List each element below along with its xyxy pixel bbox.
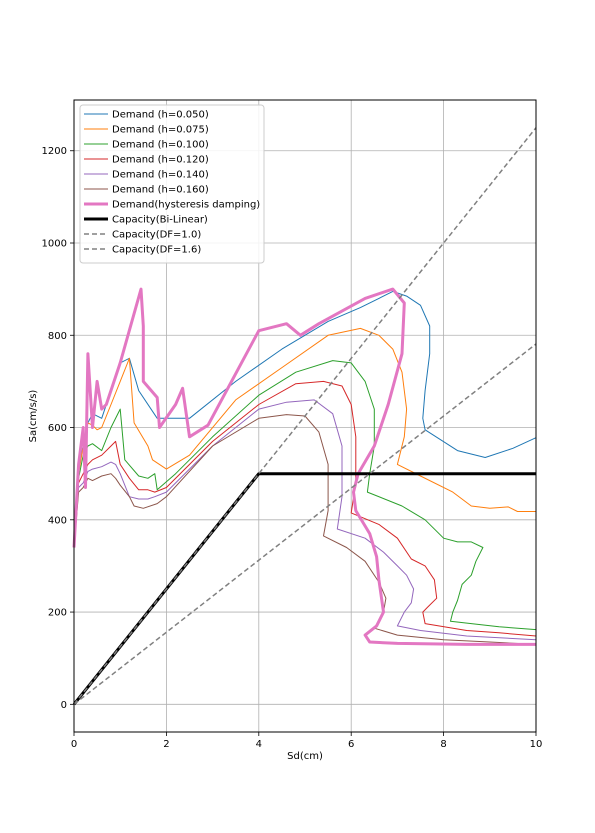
y-tick-label: 800	[48, 331, 67, 342]
x-tick-label: 10	[530, 739, 543, 750]
series-line-9	[73, 343, 537, 705]
series-line-6	[72, 287, 536, 646]
legend-label: Demand (h=0.120)	[112, 155, 209, 166]
x-tick-label: 8	[440, 739, 446, 750]
legend-label: Demand (h=0.075)	[112, 125, 209, 136]
y-tick-label: 600	[48, 423, 67, 434]
legend-label: Demand (h=0.050)	[112, 110, 209, 121]
legend-box	[79, 104, 265, 264]
y-tick-label: 1000	[42, 239, 67, 250]
legend-label: Capacity(DF=1.0)	[112, 230, 201, 241]
legend-label: Demand (h=0.100)	[112, 140, 209, 151]
series-line-8	[73, 127, 537, 705]
series-line-2	[73, 360, 537, 631]
series-line-0	[73, 290, 537, 548]
legend: Demand (h=0.050) Demand (h=0.075) Demand (…	[79, 104, 265, 264]
axis-ticks: 0 2 4 6 8 10 0 200 400 600 800 1000 1200	[42, 146, 543, 750]
x-tick-label: 2	[163, 739, 169, 750]
x-tick-label: 0	[71, 739, 77, 750]
series-line-1	[73, 327, 536, 548]
x-tick-label: 6	[348, 739, 354, 750]
y-axis-label: Sa(cm/s/s)	[28, 390, 39, 443]
x-axis-label: Sd(cm)	[287, 751, 323, 762]
y-tick-label: 1200	[42, 146, 67, 157]
y-tick-label: 0	[61, 700, 67, 711]
legend-label: Demand (h=0.140)	[112, 170, 209, 181]
legend-label: Demand(hysteresis damping)	[112, 200, 260, 211]
y-tick-label: 400	[48, 515, 67, 526]
plot-frame	[73, 99, 537, 733]
legend-label: Demand (h=0.160)	[112, 185, 209, 196]
y-tick-label: 200	[48, 608, 67, 619]
x-tick-label: 4	[256, 739, 262, 750]
legend-label: Capacity(DF=1.6)	[112, 245, 201, 256]
series-line-4	[73, 399, 537, 641]
series-lines	[72, 127, 537, 706]
legend-label: Capacity(Bi-Linear)	[112, 215, 208, 226]
series-line-3	[73, 380, 537, 637]
